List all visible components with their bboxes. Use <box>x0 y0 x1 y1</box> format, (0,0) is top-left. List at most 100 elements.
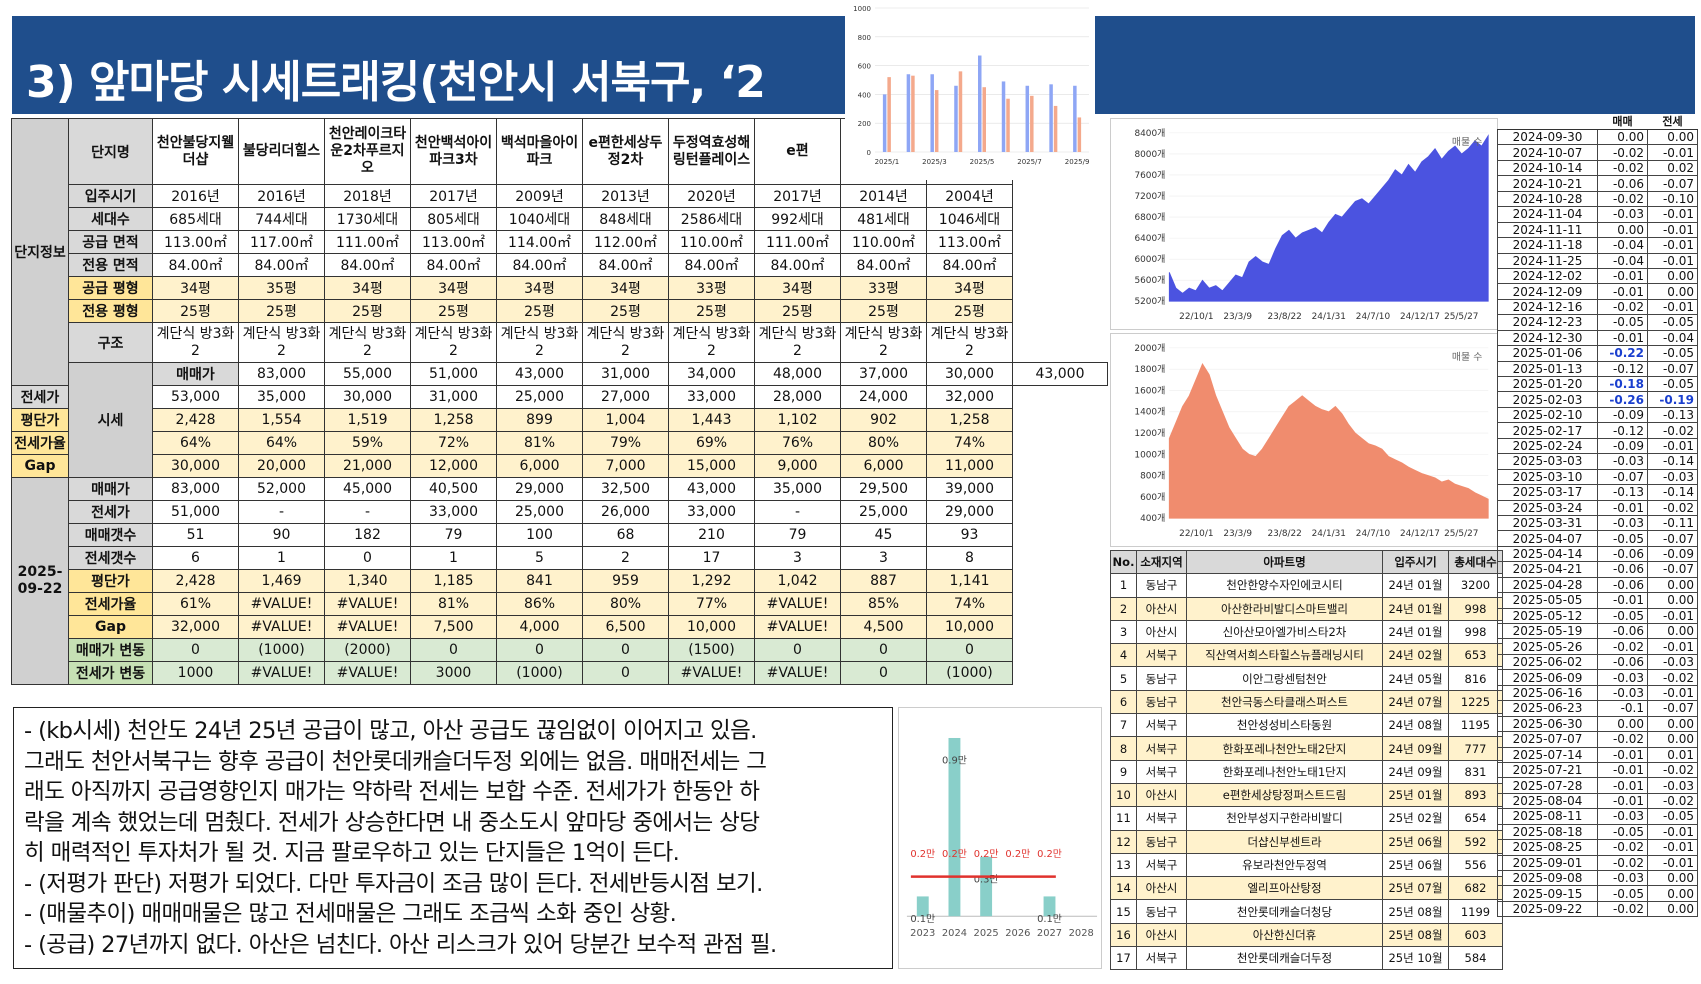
jeonse-change: -0.01 <box>1647 854 1698 872</box>
y-tick-label: 6400개 <box>1134 233 1165 244</box>
value-cell: 2 <box>582 546 669 570</box>
value-cell: 7,000 <box>582 454 669 478</box>
value-cell: 481세대 <box>840 207 927 231</box>
value-cell: 1,469 <box>238 569 325 593</box>
complex-cell: 25년 07월 <box>1382 876 1449 901</box>
value-cell: 84.00㎡ <box>926 253 1013 277</box>
value-cell: 0 <box>496 638 583 662</box>
complex-cell: 2 <box>1110 596 1137 621</box>
bar-B <box>1030 95 1034 152</box>
jeonse-change: -0.02 <box>1647 422 1698 439</box>
weekly-header-sale: 매매 <box>1597 113 1648 130</box>
table-row: 12 동남구 더샵신부센트라 25년 06월 592 <box>1110 829 1503 854</box>
jeonse-change: 0.00 <box>1647 622 1698 640</box>
table-row: 11 서북구 천안부성지구한라비발디 25년 02월 654 <box>1110 806 1503 831</box>
value-cell: 17 <box>668 546 755 570</box>
table-row: 2025-02-17 -0.12 -0.02 <box>1497 422 1698 439</box>
value-cell: 113.00㎡ <box>410 230 497 254</box>
value-cell: - <box>754 500 841 524</box>
sale-change: -0.01 <box>1597 499 1648 516</box>
complex-cell: 682 <box>1448 876 1503 901</box>
y-tick-label: 1400개 <box>1134 407 1165 418</box>
value-cell: 28,000 <box>754 385 841 409</box>
sale-change: -0.01 <box>1597 267 1648 285</box>
value-cell: 4,000 <box>496 615 583 639</box>
value-cell: 53,000 <box>152 385 239 409</box>
value-cell: 841 <box>496 569 583 593</box>
table-row: 공급 평형 34평 35평 34평 34평 34평 34평 33평 34평 33평 34평 <box>12 276 1108 300</box>
table-row: 2025-08-04 -0.01 -0.02 <box>1497 792 1698 810</box>
week-date: 2025-05-12 <box>1497 607 1598 625</box>
value-cell: 45,000 <box>324 477 411 501</box>
value-cell: 34,000 <box>668 362 755 386</box>
week-date: 2025-06-30 <box>1497 715 1598 733</box>
jeonse-change: -0.05 <box>1647 314 1698 331</box>
value-cell: 1,004 <box>582 408 669 432</box>
value-cell: 0 <box>582 638 669 662</box>
value-cell: 182 <box>324 523 411 547</box>
sale-change: -0.02 <box>1597 854 1648 872</box>
complex-column-header: 아파트명 <box>1186 549 1383 575</box>
table-row: 2024-12-16 -0.02 -0.01 <box>1497 298 1698 316</box>
complex-cell: 서북구 <box>1136 736 1187 761</box>
table-row: 2025-07-21 -0.01 -0.02 <box>1497 761 1698 779</box>
complex-cell: 11 <box>1110 806 1137 831</box>
week-date: 2025-01-06 <box>1497 345 1598 362</box>
jeonse-change: -0.01 <box>1647 823 1698 841</box>
table-row: 2025-03-10 -0.07 -0.03 <box>1497 468 1698 486</box>
value-cell: 1730세대 <box>324 207 411 231</box>
sale-change: -0.03 <box>1597 869 1648 887</box>
complex-cell: 한화포레나천안노태1단지 <box>1186 759 1383 784</box>
table-row: 전세가 51,000- -33,000 25,000 26,000 33,000-25,0… <box>12 500 1108 524</box>
week-date: 2025-06-16 <box>1497 684 1598 702</box>
x-tick-label: 2026 <box>1005 928 1030 939</box>
bar-B <box>1053 105 1058 152</box>
table-row: 7 서북구 천안성성비스타동원 24년 08월 1195 <box>1110 713 1503 738</box>
jeonse-change: -0.10 <box>1647 190 1698 208</box>
table-row: 16 아산시 아산한신더휴 25년 08월 603 <box>1110 922 1503 948</box>
value-cell: 33,000 <box>668 385 755 409</box>
x-tick-label: 23/8/22 <box>1267 529 1301 539</box>
x-tick-label: 24/1/31 <box>1312 312 1346 322</box>
y-tick-label: 8000개 <box>1134 149 1165 160</box>
complex-name-header: 천안레이크타운2차푸르지오 <box>324 118 411 185</box>
supply-bar <box>1043 896 1056 917</box>
value-cell: 계단식 방3화2 <box>582 322 669 363</box>
week-date: 2025-02-17 <box>1497 422 1598 439</box>
value-cell: #VALUE! <box>324 661 411 685</box>
value-cell: 9,000 <box>754 454 841 478</box>
demand-label: 0.2만 <box>1005 848 1030 860</box>
complex-column-header: 소재지역 <box>1136 549 1187 575</box>
x-tick-label: 2027 <box>1037 928 1062 939</box>
week-date: 2025-04-28 <box>1497 576 1598 594</box>
y-tick-label: 5600개 <box>1134 275 1165 286</box>
week-date: 2025-03-03 <box>1497 453 1598 470</box>
supply-demand-chart: 0.1만 2023 0.9만 2024 0.3만 2025 2026 0.1만 2027 2028… <box>898 707 1102 969</box>
value-cell: 34평 <box>152 276 239 300</box>
sale-change: -0.01 <box>1597 792 1648 810</box>
week-date: 2025-03-24 <box>1497 499 1598 516</box>
table-row: 2024-12-09 -0.01 0.00 <box>1497 283 1698 300</box>
y-tick-label: 400개 <box>1140 513 1165 524</box>
jeonse-change: 0.00 <box>1647 715 1698 733</box>
complex-cell: 1199 <box>1448 899 1503 924</box>
value-cell: 100 <box>496 523 583 547</box>
complex-cell: 아산시 <box>1136 596 1187 621</box>
table-row: 17 서북구 천안롯데캐슬더두정 25년 10월 584 <box>1110 946 1503 971</box>
sale-change: -0.02 <box>1597 190 1648 208</box>
value-cell: 110.00㎡ <box>840 230 927 254</box>
value-cell: 1000 <box>152 661 239 685</box>
sale-change: -0.01 <box>1597 283 1648 300</box>
value-cell: #VALUE! <box>238 661 325 685</box>
value-cell: #VALUE! <box>754 615 841 639</box>
value-cell: #VALUE! <box>668 661 755 685</box>
table-row: 6 동남구 천안극동스타클래스퍼스트 24년 07월 1225 <box>1110 689 1503 715</box>
value-cell: 27,000 <box>582 385 669 409</box>
complex-cell: 신아산모아엘가비스타2차 <box>1186 619 1383 645</box>
table-row: 10 아산시 e편한세상탕정퍼스트드림 25년 01월 893 <box>1110 782 1503 808</box>
week-date: 2025-09-01 <box>1497 854 1598 872</box>
value-cell: 80% <box>840 431 927 455</box>
value-cell: 83,000 <box>152 477 239 501</box>
bar-data-label: 0.1만 <box>1037 913 1062 925</box>
complex-cell: 6 <box>1110 689 1137 715</box>
